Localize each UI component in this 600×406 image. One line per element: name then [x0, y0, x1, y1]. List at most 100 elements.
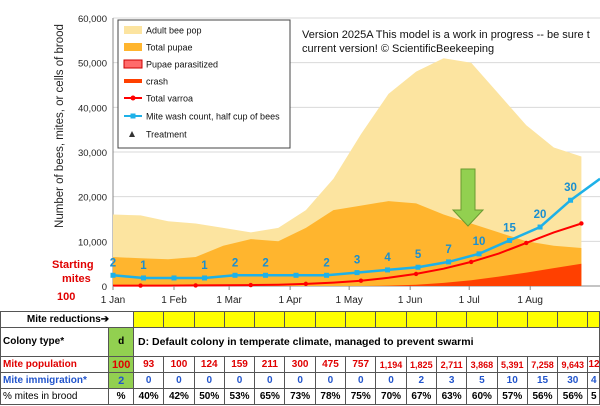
- mite-reduction-cell[interactable]: [132, 311, 165, 328]
- mite-wash-label: 1: [140, 260, 147, 272]
- mite-reduction-cell[interactable]: [587, 311, 600, 328]
- varroa-point: [138, 283, 143, 288]
- mite-wash-label: 20: [534, 209, 547, 221]
- mite-model-chart: 2 1 1 2 2 2 3 4 5 7 10 15 20 30 0 10,000 20,000 30,000 40…: [52, 14, 600, 306]
- varroa-point: [358, 278, 364, 283]
- mite-wash-point: [568, 197, 574, 203]
- mite-reduction-cell[interactable]: [466, 311, 498, 328]
- x-axis-ticks: 1 Jan 1 Feb 1 Mar 1 Apr 1 May 1 Jun 1 Jul 1 Aug: [101, 286, 543, 306]
- version-annotation-line1: Version 2025A This model is a work in pr…: [302, 29, 590, 41]
- mite-reductions-row: Mite reductions➔: [0, 311, 600, 328]
- mite-immigration-cell: 0: [345, 372, 377, 389]
- mite-population-cell: 475: [314, 356, 347, 373]
- mite-population-input[interactable]: 100: [108, 356, 134, 373]
- version-annotation-line2: current version! © ScientificBeekeeping: [302, 43, 494, 55]
- x-tick-label: 1 Aug: [517, 295, 543, 306]
- mite-immigration-cell: 10: [496, 372, 528, 389]
- mite-immigration-cell: 0: [132, 372, 165, 389]
- mite-population-cell: 211: [254, 356, 286, 373]
- data-table: Mite reductions➔ Colony type* d D: Defau…: [0, 311, 600, 405]
- colony-type-row: Colony type* d D: Default colony in temp…: [0, 327, 600, 357]
- mite-population-cell: 300: [284, 356, 316, 373]
- mite-wash-label: 2: [262, 257, 268, 269]
- line-series: 2 1 1 2 2 2 3 4 5 7 10 15 20 30: [110, 177, 600, 288]
- mite-reduction-cell[interactable]: [193, 311, 225, 328]
- mite-reduction-cell[interactable]: [345, 311, 377, 328]
- varroa-point: [524, 240, 529, 246]
- legend-swatch: [124, 26, 142, 34]
- mite-wash-label: 7: [445, 244, 451, 256]
- mite-wash-label: 4: [384, 252, 391, 264]
- y-tick-label: 60,000: [78, 14, 107, 25]
- starting-mites-label2: mites: [62, 273, 91, 285]
- mite-population-cell: 9,643: [557, 356, 589, 373]
- mite-reduction-cell[interactable]: [223, 311, 256, 328]
- mite-population-label: Mite population: [0, 356, 110, 373]
- mite-immigration-cell: 5: [466, 372, 498, 389]
- pct-brood-cell: 78%: [314, 388, 347, 405]
- total-varroa-line: [113, 222, 582, 287]
- pct-brood-label: % mites in brood: [0, 388, 110, 405]
- y-tick-label: 10,000: [78, 237, 107, 248]
- mite-reduction-cell[interactable]: [405, 311, 437, 328]
- mite-reduction-cell[interactable]: [496, 311, 528, 328]
- legend-entry: Pupae parasitized: [146, 60, 218, 70]
- mite-population-cell: 93: [132, 356, 165, 373]
- mite-wash-point: [263, 272, 269, 278]
- x-tick-label: 1 Jul: [459, 295, 480, 306]
- y-tick-label: 50,000: [78, 59, 107, 70]
- mite-wash-point: [476, 251, 482, 257]
- mite-reduction-cell[interactable]: [284, 311, 316, 328]
- mite-reduction-cell[interactable]: [435, 311, 468, 328]
- legend-entry: Mite wash count, half cup of bees: [146, 112, 280, 122]
- legend-swatch: [124, 43, 142, 51]
- legend-entry: Total pupae: [146, 43, 193, 53]
- mite-reduction-cell[interactable]: [314, 311, 347, 328]
- y-tick-label: 20,000: [78, 193, 107, 204]
- mite-reduction-cell[interactable]: [163, 311, 195, 328]
- mite-reduction-cell[interactable]: [375, 311, 407, 328]
- pct-brood-row: % mites in brood % 40% 42% 50% 53% 65% 73% 78%…: [0, 388, 600, 405]
- mite-immigration-cell: 0: [254, 372, 286, 389]
- varroa-point: [193, 283, 198, 288]
- y-tick-label: 30,000: [78, 148, 107, 159]
- legend-entry: crash: [146, 77, 168, 87]
- mite-reduction-cell[interactable]: [526, 311, 559, 328]
- mite-population-cell: 2,711: [435, 356, 468, 373]
- pct-brood-cell: 75%: [345, 388, 377, 405]
- colony-type-input[interactable]: d: [108, 327, 134, 357]
- mite-reduction-cell[interactable]: [254, 311, 286, 328]
- mite-immigration-cell: 0: [314, 372, 347, 389]
- x-tick-label: 1 Jan: [101, 295, 125, 306]
- legend-box: [117, 19, 291, 149]
- mite-immigration-row: Mite immigration* 2 0 0 0 0 0 0 0 0 0 2 3 5 10 15 30 4: [0, 372, 600, 389]
- mite-immigration-cell: 30: [557, 372, 589, 389]
- mite-wash-point: [293, 272, 299, 278]
- mite-wash-point: [415, 264, 421, 270]
- mite-immigration-cell: 0: [284, 372, 316, 389]
- pct-brood-cell: 63%: [435, 388, 468, 405]
- mite-wash-label: 30: [564, 182, 577, 194]
- pct-brood-cell: 50%: [193, 388, 225, 405]
- mite-wash-label: 2: [110, 257, 116, 269]
- varroa-point: [579, 221, 584, 226]
- mite-immigration-cell: 0: [163, 372, 195, 389]
- mite-wash-point: [354, 270, 360, 276]
- y-axis-label: Number of bees, mites, or cells of brood: [54, 24, 66, 228]
- y-tick-label: 0: [102, 282, 107, 293]
- mite-reduction-cell[interactable]: [557, 311, 589, 328]
- mite-wash-point: [385, 267, 391, 273]
- mite-population-cell: 757: [345, 356, 377, 373]
- legend-swatch: [130, 95, 136, 101]
- mite-population-cell: 7,258: [526, 356, 559, 373]
- pct-brood-cell: 65%: [254, 388, 286, 405]
- mite-immigration-input[interactable]: 2: [108, 372, 134, 389]
- mite-population-cell: 159: [223, 356, 256, 373]
- mite-wash-label: 1: [201, 260, 208, 272]
- varroa-point: [248, 282, 253, 288]
- x-tick-label: 1 Jun: [398, 295, 422, 306]
- mite-reductions-label: Mite reductions➔: [0, 311, 134, 328]
- mite-wash-point: [324, 272, 330, 278]
- pct-brood-cell: 67%: [405, 388, 437, 405]
